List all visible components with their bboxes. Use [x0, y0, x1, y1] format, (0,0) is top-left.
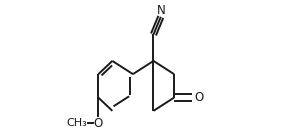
Text: CH₃: CH₃: [66, 118, 87, 128]
Text: N: N: [157, 4, 165, 17]
Text: O: O: [94, 117, 103, 130]
Text: O: O: [194, 91, 203, 104]
